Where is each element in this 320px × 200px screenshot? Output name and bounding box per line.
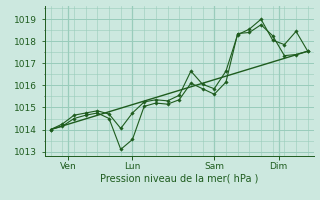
X-axis label: Pression niveau de la mer( hPa ): Pression niveau de la mer( hPa ) — [100, 173, 258, 183]
